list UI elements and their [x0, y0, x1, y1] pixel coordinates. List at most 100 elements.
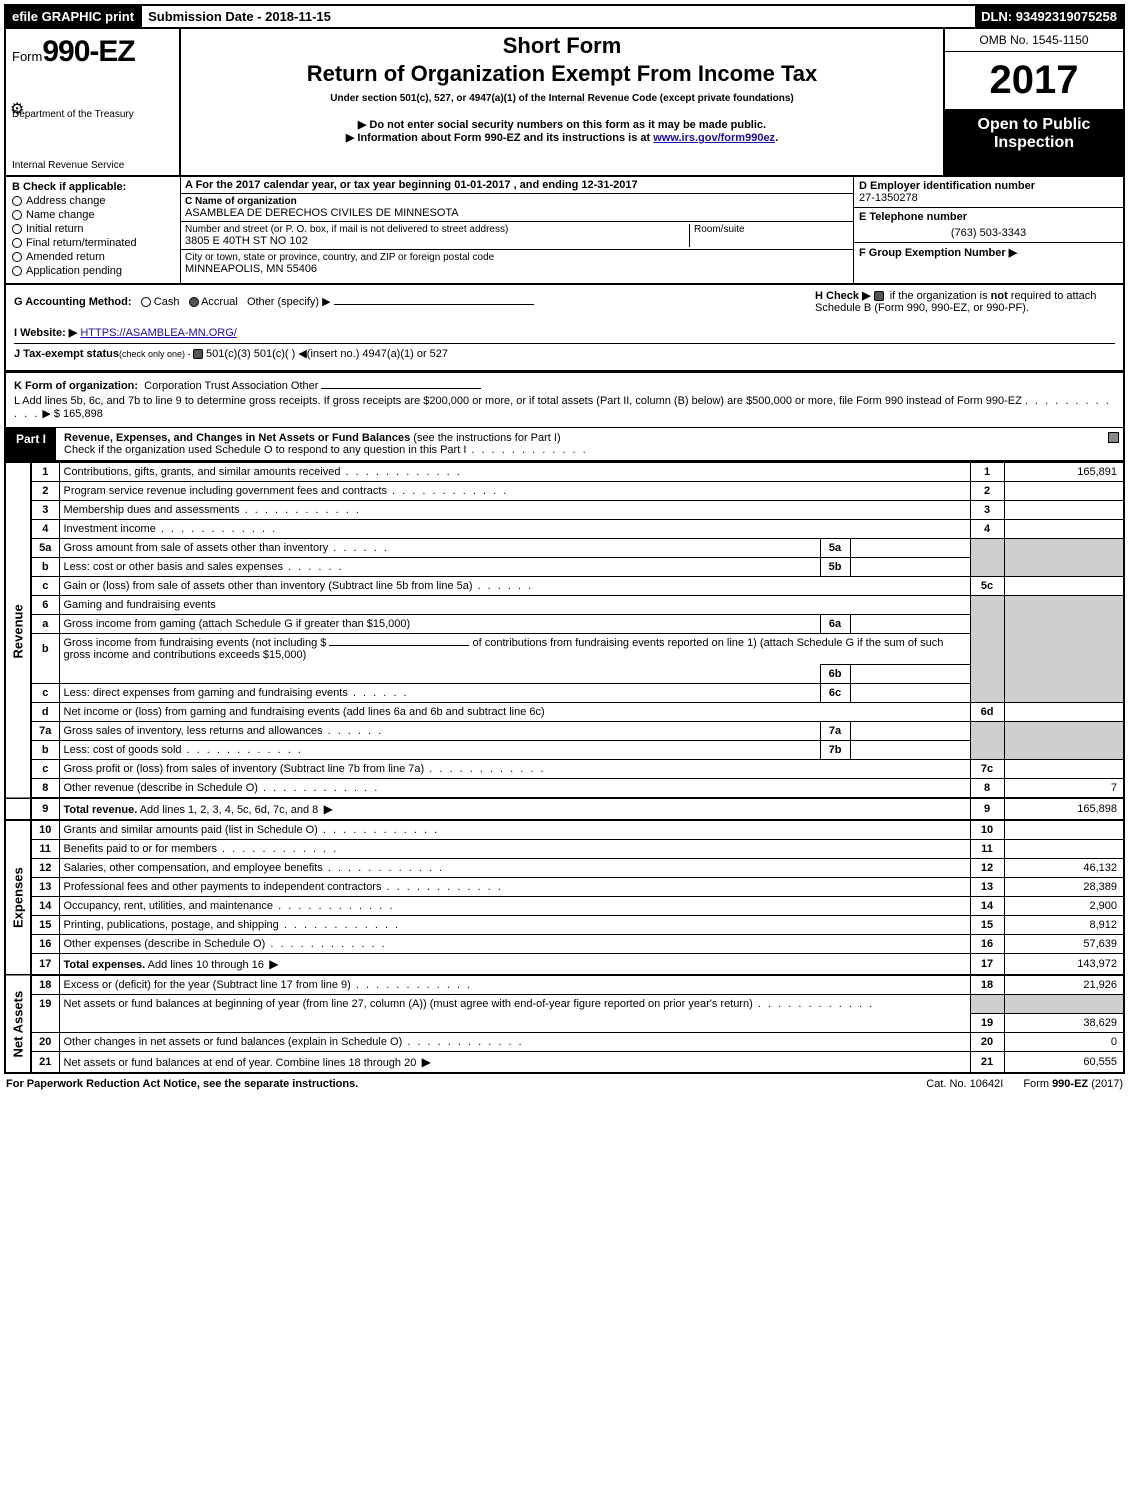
- page-footer: For Paperwork Reduction Act Notice, see …: [4, 1074, 1125, 1092]
- line-num: 14: [31, 897, 59, 916]
- line-desc: Other revenue (describe in Schedule O): [59, 779, 970, 799]
- dln: DLN: 93492319075258: [975, 6, 1123, 27]
- info-prefix: ▶ Information about Form 990-EZ and its …: [346, 132, 653, 144]
- dots-leader: [387, 485, 508, 497]
- inner-value: [850, 539, 970, 558]
- line-desc: Occupancy, rent, utilities, and maintena…: [59, 897, 970, 916]
- b-item: Application pending: [26, 265, 122, 277]
- form-header: Form990-EZ ⚙ Department of the Treasury …: [4, 29, 1125, 177]
- dots-leader: [283, 561, 344, 573]
- k-other-blank[interactable]: [321, 388, 481, 389]
- line-num: 21: [31, 1051, 59, 1073]
- form-number: Form990-EZ: [12, 35, 173, 69]
- line-num: c: [31, 684, 59, 703]
- dots-leader: [264, 959, 281, 971]
- line-a-tax-year: A For the 2017 calendar year, or tax yea…: [181, 177, 853, 194]
- line-desc: Gross income from gaming (attach Schedul…: [59, 615, 820, 634]
- line-num: 13: [31, 878, 59, 897]
- open-line1: Open to Public: [947, 116, 1121, 134]
- radio-icon[interactable]: [141, 297, 151, 307]
- inner-label: 5a: [820, 539, 850, 558]
- k-opts: Corporation Trust Association Other: [144, 380, 318, 392]
- dln-value: 93492319075258: [1016, 9, 1117, 24]
- inner-value: [850, 722, 970, 741]
- dots-leader: [323, 862, 444, 874]
- part-i-title-paren: (see the instructions for Part I): [413, 432, 560, 444]
- check-name-change[interactable]: Name change: [12, 209, 174, 221]
- omb-number: OMB No. 1545-1150: [945, 29, 1123, 52]
- e-label: E Telephone number: [859, 211, 1118, 223]
- l-amt-prefix: ▶ $: [42, 408, 63, 420]
- phone-value: (763) 503-3343: [859, 223, 1118, 239]
- line-num: 9: [31, 798, 59, 820]
- shaded-cell: [1004, 665, 1124, 684]
- line-box: 2: [970, 482, 1004, 501]
- desc-text: Net income or (loss) from gaming and fun…: [64, 706, 545, 718]
- line-amt: 38,629: [1004, 1013, 1124, 1032]
- website-link[interactable]: HTTPS://ASAMBLEA-MN.ORG/: [80, 327, 236, 339]
- shaded-cell: [970, 615, 1004, 634]
- checkbox-icon[interactable]: [193, 349, 203, 359]
- line-e-phone: E Telephone number (763) 503-3343: [854, 208, 1123, 243]
- line-desc: Less: cost or other basis and sales expe…: [59, 558, 820, 577]
- efile-print-label[interactable]: efile GRAPHIC print: [6, 6, 140, 27]
- desc-text: Membership dues and assessments: [64, 504, 240, 516]
- radio-icon: [12, 210, 22, 220]
- section-a-through-f: B Check if applicable: Address change Na…: [4, 177, 1125, 285]
- line-desc: Gross amount from sale of assets other t…: [59, 539, 820, 558]
- check-address-change[interactable]: Address change: [12, 195, 174, 207]
- line-desc: Less: direct expenses from gaming and fu…: [59, 684, 820, 703]
- dots-leader: [328, 542, 389, 554]
- line-num: c: [31, 577, 59, 596]
- line-num: 16: [31, 935, 59, 954]
- check-amended-return[interactable]: Amended return: [12, 251, 174, 263]
- line-num: b: [31, 634, 59, 665]
- line-amt: 60,555: [1004, 1051, 1124, 1073]
- g-accrual: Accrual: [201, 296, 238, 308]
- checkbox-icon[interactable]: [874, 291, 884, 301]
- shaded-cell: [970, 558, 1004, 577]
- footer-form-a: Form: [1023, 1078, 1052, 1090]
- a-mid: , and ending: [510, 179, 581, 191]
- part-i-schedule-o-check[interactable]: [1103, 428, 1123, 460]
- desc-text: Add lines 1, 2, 3, 4, 5c, 6d, 7c, and 8: [137, 804, 318, 816]
- shaded-cell: [970, 634, 1004, 665]
- shaded-cell: [970, 722, 1004, 741]
- g-other-blank[interactable]: [334, 304, 534, 305]
- desc-text: Program service revenue including govern…: [64, 485, 387, 497]
- line-desc: Professional fees and other payments to …: [59, 878, 970, 897]
- line-amt: 57,639: [1004, 935, 1124, 954]
- radio-icon[interactable]: [189, 297, 199, 307]
- line-amt: 28,389: [1004, 878, 1124, 897]
- submission-date-label: Submission Date -: [148, 9, 265, 24]
- inner-value: [850, 741, 970, 760]
- line-box: 13: [970, 878, 1004, 897]
- dots-leader: [273, 900, 394, 912]
- line-box: 17: [970, 954, 1004, 976]
- desc-text: Benefits paid to or for members: [64, 843, 217, 855]
- check-initial-return[interactable]: Initial return: [12, 223, 174, 235]
- line-num: 12: [31, 859, 59, 878]
- topbar-spacer: [337, 6, 975, 27]
- desc-text: Other changes in net assets or fund bala…: [64, 1036, 403, 1048]
- dots-leader: [156, 523, 277, 535]
- dots-leader: [753, 998, 874, 1010]
- open-to-public: Open to Public Inspection: [945, 110, 1123, 175]
- line-box: 6d: [970, 703, 1004, 722]
- info-link[interactable]: www.irs.gov/form990ez: [653, 132, 775, 144]
- tax-year: 2017: [945, 52, 1123, 110]
- part-i-title: Revenue, Expenses, and Changes in Net As…: [56, 428, 1103, 460]
- inner-label: 7a: [820, 722, 850, 741]
- dots-leader: [402, 1036, 523, 1048]
- check-final-return[interactable]: Final return/terminated: [12, 237, 174, 249]
- dots-leader: [323, 725, 384, 737]
- line-num: 7a: [31, 722, 59, 741]
- desc-text: Net assets or fund balances at end of ye…: [64, 1057, 417, 1069]
- fundraising-blank[interactable]: [329, 645, 469, 646]
- d-label: D Employer identification number: [859, 180, 1118, 192]
- check-application-pending[interactable]: Application pending: [12, 265, 174, 277]
- b-label: B Check if applicable:: [12, 181, 174, 193]
- dots-leader: [424, 763, 545, 775]
- b-item: Name change: [26, 209, 95, 221]
- part-i-checkline: Check if the organization used Schedule …: [64, 444, 466, 456]
